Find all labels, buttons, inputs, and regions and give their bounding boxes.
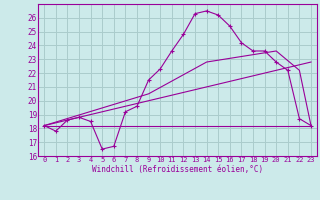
X-axis label: Windchill (Refroidissement éolien,°C): Windchill (Refroidissement éolien,°C) xyxy=(92,165,263,174)
